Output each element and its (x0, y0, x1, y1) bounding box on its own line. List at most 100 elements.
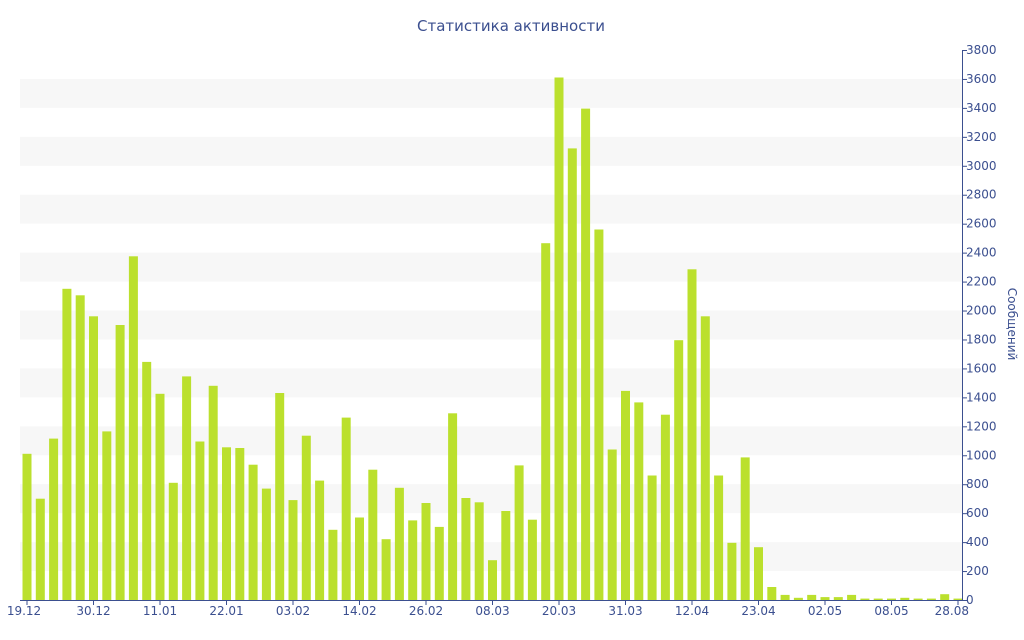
y-tick-label: 1600 (966, 361, 997, 375)
x-tick-label: 02.05 (808, 604, 842, 618)
bar (887, 598, 896, 600)
y-tick-label: 3600 (966, 72, 997, 86)
bar (714, 475, 724, 600)
x-tick-label: 14.02 (342, 604, 376, 618)
y-tick-label: 1000 (966, 448, 997, 462)
x-tick-label: 11.01 (143, 604, 177, 618)
x-tick-label: 08.03 (475, 604, 509, 618)
bar (182, 376, 192, 600)
bar (248, 464, 258, 600)
x-tick-label: 19.12 (7, 604, 41, 618)
y-tick-label: 3400 (966, 101, 997, 115)
bar (780, 594, 790, 600)
bar (62, 288, 72, 600)
bar (315, 480, 325, 600)
bar (860, 598, 870, 600)
bar (740, 457, 750, 600)
y-tick-label: 200 (966, 564, 989, 578)
bar (448, 413, 458, 600)
bar (594, 229, 604, 600)
y-tick-label: 2600 (966, 217, 997, 231)
bar (488, 560, 497, 600)
bar (22, 453, 32, 600)
bar (820, 597, 830, 600)
bar (873, 598, 883, 600)
x-tick-label: 03.02 (276, 604, 310, 618)
bar (168, 482, 178, 600)
x-tick-label: 23.04 (741, 604, 775, 618)
bar (514, 465, 524, 600)
bar (368, 469, 378, 600)
grid-band (20, 194, 962, 224)
bar (355, 517, 364, 600)
y-tick-label: 400 (966, 535, 989, 549)
y-tick-label: 1800 (966, 332, 997, 346)
bar (674, 340, 684, 600)
bar (35, 498, 45, 600)
x-tick-label: 28.08 (935, 604, 969, 618)
chart-title: Статистика активности (417, 17, 605, 35)
bar (634, 402, 644, 600)
bar (793, 597, 803, 600)
bar (687, 269, 697, 600)
bar (501, 511, 511, 600)
y-tick-label: 3800 (966, 43, 997, 57)
x-tick-label: 30.12 (76, 604, 110, 618)
bar (89, 316, 98, 600)
x-tick-label: 26.02 (409, 604, 443, 618)
bar (102, 431, 112, 600)
grid-band (20, 252, 962, 282)
y-tick-label: 2800 (966, 188, 997, 202)
y-tick-label: 1200 (966, 419, 997, 433)
bar (381, 539, 391, 600)
bar (261, 488, 271, 600)
grid-bands (20, 78, 962, 572)
y-axis-title: Сообщений (1005, 288, 1019, 361)
bar (341, 417, 351, 600)
grid-band (20, 426, 962, 456)
bar (953, 598, 963, 600)
y-tick-label: 0 (966, 593, 974, 607)
bar (926, 598, 936, 600)
bar (847, 594, 857, 600)
bar (607, 449, 617, 600)
bar (195, 441, 205, 600)
bar (128, 256, 138, 601)
bar (660, 414, 670, 600)
bar (408, 520, 418, 600)
bar (754, 547, 763, 600)
bar (621, 390, 630, 600)
grid-band (20, 78, 962, 108)
bar (155, 393, 165, 601)
y-tick-label: 3000 (966, 159, 997, 173)
x-tick-label: 12.04 (675, 604, 709, 618)
bar (527, 519, 537, 600)
bar (767, 587, 777, 600)
bar (567, 148, 577, 600)
grid-band (20, 368, 962, 398)
bar (288, 500, 298, 600)
x-axis-ticks: 19.12 30.12 11.01 22.01 03.02 14.02 26.02 08.03… (7, 600, 969, 618)
y-tick-label: 2200 (966, 275, 997, 289)
bar (75, 295, 85, 600)
x-tick-label: 22.01 (209, 604, 243, 618)
y-tick-label: 3200 (966, 130, 997, 144)
bar (115, 325, 125, 600)
bar (940, 594, 950, 600)
bar (807, 594, 817, 600)
grid-band (20, 136, 962, 166)
bar (541, 243, 551, 600)
bar (474, 502, 484, 600)
y-axis-ticks: 0 200 400 600 800 1000 1200 1400 1600 1800 2000 220… (962, 43, 997, 607)
bar (421, 503, 431, 600)
bar (301, 435, 311, 600)
bar (581, 108, 591, 600)
bar (434, 526, 444, 600)
bar (461, 498, 471, 600)
bar (900, 597, 910, 600)
bar (208, 385, 218, 600)
bar (554, 77, 564, 600)
bar (394, 487, 404, 600)
